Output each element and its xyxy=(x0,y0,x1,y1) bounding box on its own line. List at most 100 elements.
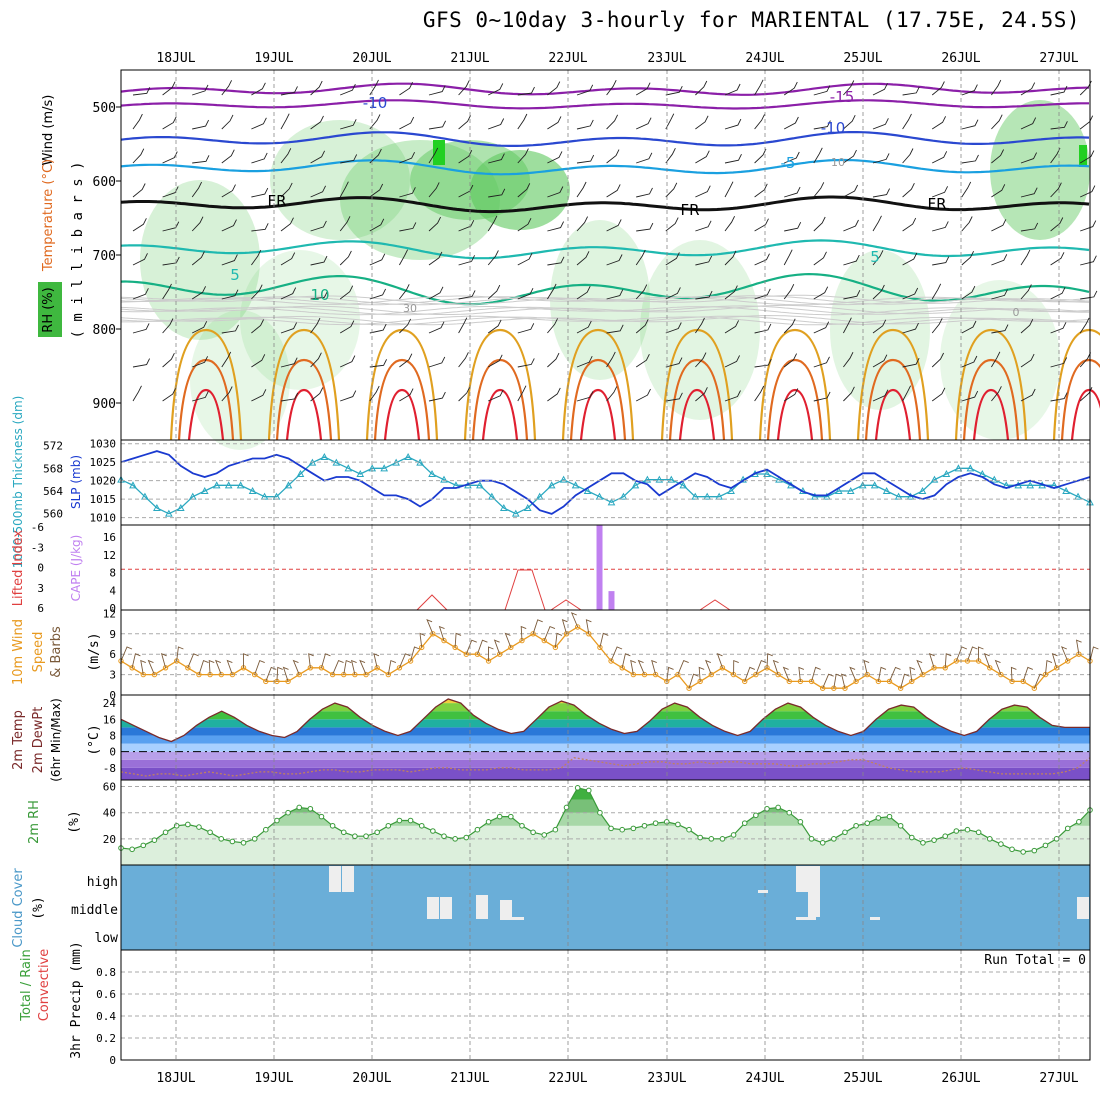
thickness-point xyxy=(918,486,927,494)
wind10m-ylabel: 10m Wind xyxy=(11,619,26,685)
lifted-index-tick-label: -6 xyxy=(31,521,44,534)
wind-barb xyxy=(991,254,1008,266)
temp-color-band xyxy=(121,759,1090,768)
rh2m-point xyxy=(196,824,202,830)
wind-speed-point xyxy=(196,671,202,678)
wind-barb xyxy=(339,181,349,198)
wind-barb-10m xyxy=(520,625,527,641)
wind-barb-10m xyxy=(561,619,568,634)
wind-tick-label: 0 xyxy=(109,689,116,702)
wind-speed-point xyxy=(987,665,993,671)
rh-contour xyxy=(120,306,1090,316)
wind-barb xyxy=(488,153,505,164)
rh2m-band xyxy=(121,799,1090,813)
wind-barb xyxy=(428,391,446,402)
wind-barb-10m xyxy=(532,619,543,634)
wind-speed-point xyxy=(474,651,481,657)
wind-barb-10m xyxy=(465,639,477,655)
wind-barb xyxy=(606,351,616,368)
wind-barb xyxy=(192,321,208,334)
wind-speed-point xyxy=(931,665,937,671)
rh2m-point xyxy=(396,817,403,824)
temp-color-band xyxy=(121,699,1090,704)
wind-barb xyxy=(961,181,972,198)
wind-barb xyxy=(843,149,857,164)
wind-barb xyxy=(162,352,175,368)
cloud-level-label: middle xyxy=(71,903,118,918)
wind-barb xyxy=(636,152,653,164)
wind-barb xyxy=(665,217,679,232)
bottom-date-label: 23JUL xyxy=(647,1071,686,1086)
rh2m-unit: (%) xyxy=(67,810,82,833)
wind-barb xyxy=(132,113,143,130)
wind-barb xyxy=(724,355,741,368)
rh2m-point xyxy=(931,837,937,843)
wind-barb xyxy=(991,351,1001,368)
wind-speed-point xyxy=(574,624,581,630)
rh2m-point xyxy=(897,822,904,829)
wind-barb-10m xyxy=(909,666,916,682)
temp-color-band xyxy=(121,727,1090,736)
wind-barb xyxy=(784,186,801,198)
wind-barb xyxy=(310,317,321,334)
wind-barb xyxy=(636,187,653,198)
thickness-point xyxy=(1062,486,1070,494)
wind-barb xyxy=(813,286,829,300)
isotherm-warm xyxy=(874,388,912,441)
wind-barb xyxy=(192,155,210,164)
wind-barb xyxy=(369,385,380,402)
wind-barb xyxy=(547,116,562,130)
rh2m-point xyxy=(986,836,993,842)
wind-barb xyxy=(547,387,561,402)
wind-barb xyxy=(754,148,767,164)
wind-barb xyxy=(251,319,265,334)
rh2m-point xyxy=(708,836,715,842)
wind-barb xyxy=(635,249,646,266)
wind-barb xyxy=(872,153,890,164)
wind-barb xyxy=(813,321,830,334)
wind-barb xyxy=(1050,287,1066,300)
rh2m-point xyxy=(1009,846,1015,853)
bottom-date-label: 24JUL xyxy=(745,1071,784,1086)
wind-barb xyxy=(843,317,852,334)
wind-barb xyxy=(843,114,856,130)
rh-shading-area xyxy=(240,250,360,390)
wind-barb-10m xyxy=(332,660,344,675)
wind-barb xyxy=(132,288,149,300)
rh2m-tick-label: 20 xyxy=(103,833,116,846)
rh2m-point xyxy=(675,821,681,828)
wind-barb-10m xyxy=(488,646,494,662)
wind-tick-label: 9 xyxy=(109,628,116,641)
wind-barb xyxy=(961,84,978,96)
isotherm-warm xyxy=(365,328,439,441)
wind-barb xyxy=(576,181,587,198)
wind-barb-10m xyxy=(610,646,623,662)
wind-barb xyxy=(428,216,442,232)
wind-barb-10m xyxy=(849,666,857,682)
thickness-tick-label: 560 xyxy=(43,508,63,521)
isotherm-warm xyxy=(373,358,431,441)
wind-barb xyxy=(991,386,1002,402)
rh2m-point xyxy=(719,836,726,842)
cloud-level-label: high xyxy=(87,875,118,890)
thickness-point xyxy=(942,469,951,477)
rh2m-point xyxy=(151,837,158,843)
wind-barb xyxy=(902,357,920,368)
wind-barb xyxy=(724,285,738,300)
rh2m-point xyxy=(597,809,603,816)
rh2m-point xyxy=(385,822,392,829)
thickness-point xyxy=(547,481,556,489)
rh2m-point xyxy=(496,813,503,820)
wind-barb xyxy=(221,219,237,232)
wind-barb xyxy=(931,283,942,300)
wind-barb-10m xyxy=(705,659,712,675)
temperature-ylabel: Temperature (°C) xyxy=(41,159,56,272)
contour-label: -5 xyxy=(781,154,796,172)
wind-barb xyxy=(517,183,531,198)
wind-barb xyxy=(991,324,1009,334)
wind-barb-10m xyxy=(651,659,657,675)
rh2m-point xyxy=(229,838,236,845)
wind-barb xyxy=(576,391,594,402)
wind-barb-10m xyxy=(543,626,556,641)
wind-barb xyxy=(458,290,476,300)
